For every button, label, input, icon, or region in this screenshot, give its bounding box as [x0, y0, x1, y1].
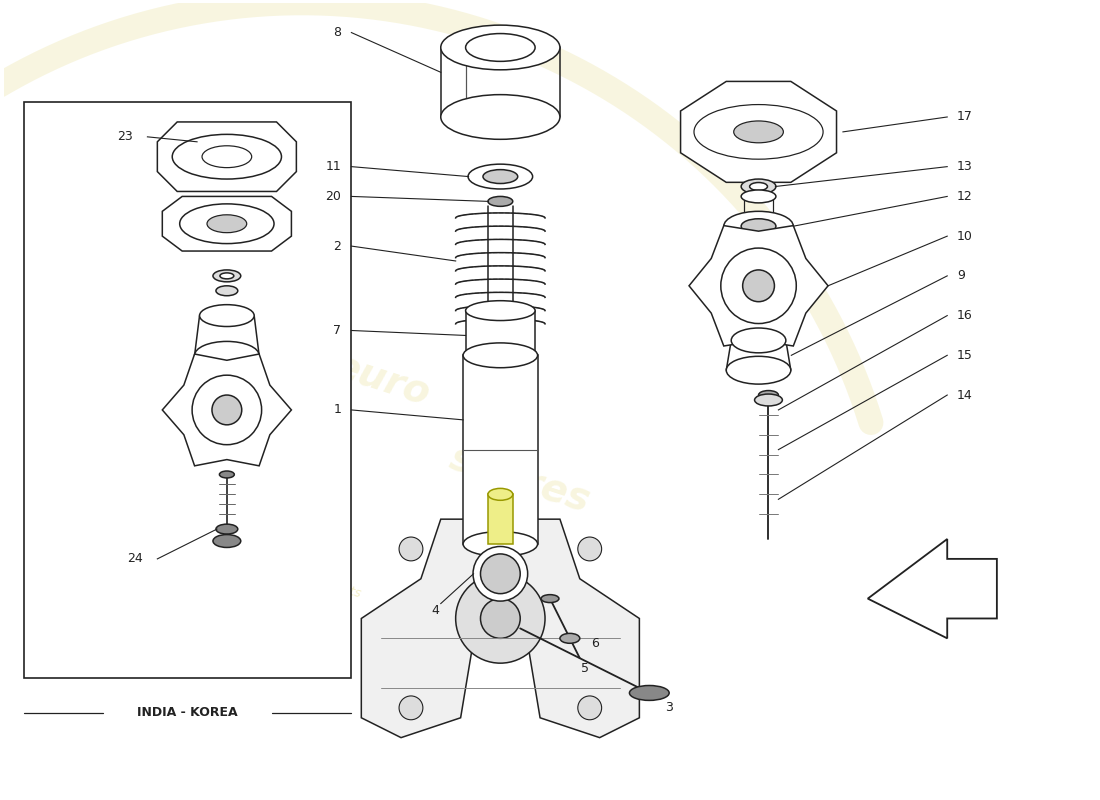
- Ellipse shape: [213, 534, 241, 547]
- Bar: [463, 355, 538, 544]
- Text: 3: 3: [666, 702, 673, 714]
- Ellipse shape: [465, 346, 535, 366]
- Ellipse shape: [694, 105, 823, 159]
- Circle shape: [742, 270, 774, 302]
- Circle shape: [578, 537, 602, 561]
- Text: 5: 5: [581, 662, 589, 674]
- Ellipse shape: [749, 182, 768, 190]
- Polygon shape: [868, 539, 997, 638]
- Bar: [465, 310, 535, 355]
- Ellipse shape: [560, 634, 580, 643]
- Ellipse shape: [755, 394, 782, 406]
- Circle shape: [481, 598, 520, 638]
- Ellipse shape: [179, 204, 274, 243]
- Bar: [24, 102, 351, 678]
- Circle shape: [578, 696, 602, 720]
- Circle shape: [720, 248, 796, 323]
- Ellipse shape: [541, 594, 559, 602]
- Circle shape: [455, 574, 544, 663]
- Text: 16: 16: [957, 309, 972, 322]
- Ellipse shape: [483, 170, 518, 183]
- Ellipse shape: [726, 356, 791, 384]
- Text: 20: 20: [326, 190, 341, 203]
- Text: spares: spares: [446, 439, 595, 520]
- Ellipse shape: [216, 524, 238, 534]
- Text: 24: 24: [126, 552, 143, 566]
- Ellipse shape: [741, 190, 776, 203]
- Polygon shape: [163, 354, 292, 466]
- Bar: [488, 494, 513, 544]
- Ellipse shape: [173, 134, 282, 179]
- Ellipse shape: [441, 25, 560, 70]
- Ellipse shape: [441, 94, 560, 139]
- Ellipse shape: [488, 488, 513, 500]
- Text: 8: 8: [333, 26, 341, 39]
- Text: 7: 7: [333, 324, 341, 337]
- Ellipse shape: [465, 34, 535, 62]
- Ellipse shape: [473, 546, 528, 601]
- Ellipse shape: [734, 121, 783, 142]
- Ellipse shape: [202, 146, 252, 168]
- Text: 9: 9: [957, 270, 965, 282]
- Circle shape: [399, 537, 422, 561]
- Text: a          motor parts: a motor parts: [242, 557, 362, 601]
- Circle shape: [212, 395, 242, 425]
- Text: euro: euro: [328, 346, 435, 414]
- Ellipse shape: [465, 301, 535, 321]
- Ellipse shape: [629, 686, 669, 700]
- Ellipse shape: [195, 342, 260, 370]
- Polygon shape: [157, 122, 296, 191]
- Text: 23: 23: [117, 130, 132, 143]
- Ellipse shape: [724, 211, 793, 241]
- Polygon shape: [163, 197, 292, 251]
- Text: 15: 15: [957, 349, 974, 362]
- Text: 2: 2: [333, 239, 341, 253]
- Circle shape: [192, 375, 262, 445]
- Polygon shape: [689, 226, 828, 346]
- Ellipse shape: [469, 164, 532, 189]
- Ellipse shape: [199, 305, 254, 326]
- Circle shape: [481, 554, 520, 594]
- Text: INDIA - KOREA: INDIA - KOREA: [138, 706, 238, 719]
- Ellipse shape: [213, 270, 241, 282]
- Text: 13: 13: [957, 160, 972, 173]
- Ellipse shape: [220, 273, 234, 279]
- Ellipse shape: [741, 179, 776, 194]
- Text: 6: 6: [591, 637, 598, 650]
- Ellipse shape: [207, 214, 246, 233]
- Ellipse shape: [488, 197, 513, 206]
- Polygon shape: [681, 82, 836, 182]
- Text: 17: 17: [957, 110, 974, 123]
- Ellipse shape: [732, 328, 785, 353]
- Text: 10: 10: [957, 230, 974, 242]
- Ellipse shape: [463, 343, 538, 368]
- Polygon shape: [361, 519, 639, 738]
- Text: 1: 1: [333, 403, 341, 417]
- Ellipse shape: [759, 390, 779, 399]
- Ellipse shape: [741, 218, 776, 234]
- Ellipse shape: [216, 286, 238, 296]
- Text: 11: 11: [326, 160, 341, 173]
- Ellipse shape: [463, 531, 538, 557]
- Text: 12: 12: [957, 190, 972, 203]
- Ellipse shape: [219, 471, 234, 478]
- Text: 4: 4: [432, 604, 440, 617]
- Circle shape: [399, 696, 422, 720]
- Text: 14: 14: [957, 389, 972, 402]
- Text: since 1985: since 1985: [267, 594, 337, 624]
